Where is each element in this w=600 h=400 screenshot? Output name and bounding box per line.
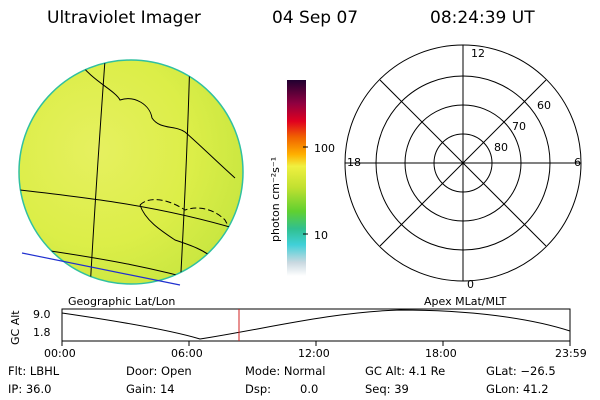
polar-grid bbox=[344, 44, 582, 282]
polar-axis bbox=[379, 79, 547, 247]
terminator-line bbox=[21, 252, 181, 286]
door-info: Door: Open bbox=[126, 364, 192, 378]
mlt-label-18: 18 bbox=[347, 156, 361, 169]
dsp-value: 0.0 bbox=[300, 382, 319, 396]
mlt-label-12: 12 bbox=[471, 47, 485, 60]
longitude-line bbox=[179, 60, 191, 284]
mlat-label-70: 70 bbox=[512, 120, 526, 133]
instrument-title: Ultraviolet Imager bbox=[47, 8, 201, 28]
time-tick-label: 00:00 bbox=[44, 347, 76, 360]
gc-alt-axis-label: GC Alt bbox=[9, 310, 22, 345]
dsp-label: Dsp: bbox=[245, 382, 272, 396]
colorbar-tick-label: 100 bbox=[314, 142, 335, 155]
glat-info: GLat: −26.5 bbox=[486, 364, 556, 378]
altitude-curve bbox=[61, 309, 571, 340]
colorbar-scale bbox=[287, 80, 306, 276]
apex-caption: Apex MLat/MLT bbox=[424, 295, 507, 308]
earth-image bbox=[18, 59, 244, 286]
coastline bbox=[77, 60, 236, 179]
time-tick-label: 12:00 bbox=[298, 347, 330, 360]
time-tick-label: 06:00 bbox=[171, 347, 203, 360]
latitude-line bbox=[19, 189, 241, 231]
gc-alt-info: GC Alt: 4.1 Re bbox=[365, 364, 446, 378]
ip-info: IP: 36.0 bbox=[8, 382, 52, 396]
mlat-label-80: 80 bbox=[494, 141, 508, 154]
seq-info: Seq: 39 bbox=[365, 382, 409, 396]
longitude-line bbox=[89, 60, 106, 284]
mlt-label-0: 0 bbox=[467, 278, 474, 291]
gain-info: Gain: 14 bbox=[126, 382, 175, 396]
altitude-plot bbox=[61, 308, 571, 346]
time-label: 08:24:39 UT bbox=[430, 8, 535, 28]
colorbar-tick-label: 10 bbox=[314, 229, 328, 242]
mlt-label-6: 6 bbox=[574, 156, 581, 169]
date-label: 04 Sep 07 bbox=[272, 8, 359, 28]
glon-info: GLon: 41.2 bbox=[486, 382, 549, 396]
mlat-label-60: 60 bbox=[537, 99, 551, 112]
colorbar-unit-label: photon cm⁻²s⁻¹ bbox=[269, 156, 282, 242]
time-tick-label: 23:59 bbox=[555, 347, 587, 360]
alt-max-label: 9.0 bbox=[33, 308, 51, 321]
geographic-caption: Geographic Lat/Lon bbox=[68, 295, 176, 308]
alt-min-label: 1.8 bbox=[33, 326, 51, 339]
filter-info: Flt: LBHL bbox=[8, 364, 60, 378]
mode-info: Mode: Normal bbox=[245, 364, 326, 378]
time-tick-label: 18:00 bbox=[425, 347, 457, 360]
colorbar bbox=[287, 80, 308, 276]
